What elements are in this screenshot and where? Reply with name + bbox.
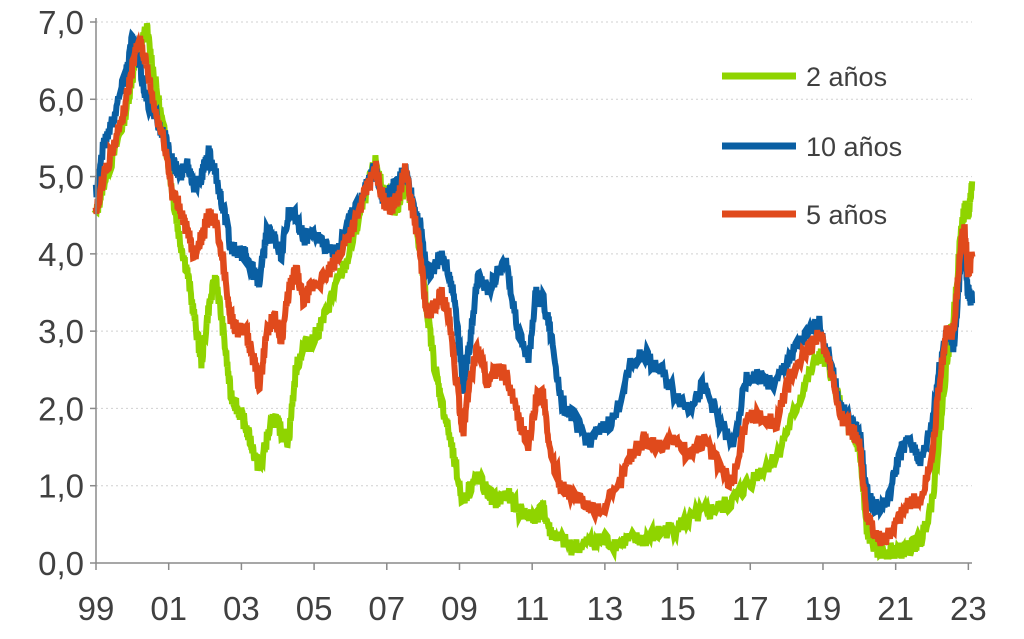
x-tick-label: 13 — [587, 590, 624, 627]
legend: 2 años 10 años 5 años — [722, 62, 902, 230]
y-tick-label: 3,0 — [38, 313, 84, 350]
series-line-2 — [92, 31, 976, 547]
y-tick-label: 0,0 — [38, 545, 84, 582]
y-tick-label: 5,0 — [38, 159, 84, 196]
x-axis-tick-labels: 99 01 03 05 07 09 11 13 15 17 19 21 23 — [78, 590, 987, 627]
x-tick-label: 19 — [805, 590, 842, 627]
x-tick-label: 17 — [732, 590, 769, 627]
y-tick-label: 4,0 — [38, 236, 84, 273]
x-tick-label: 11 — [515, 590, 549, 627]
x-tick-label: 01 — [150, 590, 187, 627]
x-tick-label: 03 — [223, 590, 260, 627]
y-tick-label: 2,0 — [38, 390, 84, 427]
y-tick-label: 1,0 — [38, 468, 84, 505]
x-tick-label: 21 — [877, 590, 914, 627]
x-tick-label: 15 — [659, 590, 696, 627]
y-axis-tick-labels: 0,0 1,0 2,0 3,0 4,0 5,0 6,0 7,0 — [38, 4, 84, 582]
x-tick-label: 99 — [78, 590, 115, 627]
y-tick-label: 7,0 — [38, 4, 84, 41]
x-tick-label: 05 — [296, 590, 333, 627]
series-layer — [91, 22, 976, 563]
x-tick-label: 09 — [441, 590, 478, 627]
legend-label: 10 años — [806, 132, 902, 162]
x-tick-label: 23 — [950, 590, 987, 627]
x-tick-label: 07 — [368, 590, 405, 627]
axes — [90, 18, 972, 570]
y-tick-label: 6,0 — [38, 81, 84, 118]
legend-label: 2 años — [806, 62, 887, 92]
legend-label: 5 años — [806, 200, 887, 230]
